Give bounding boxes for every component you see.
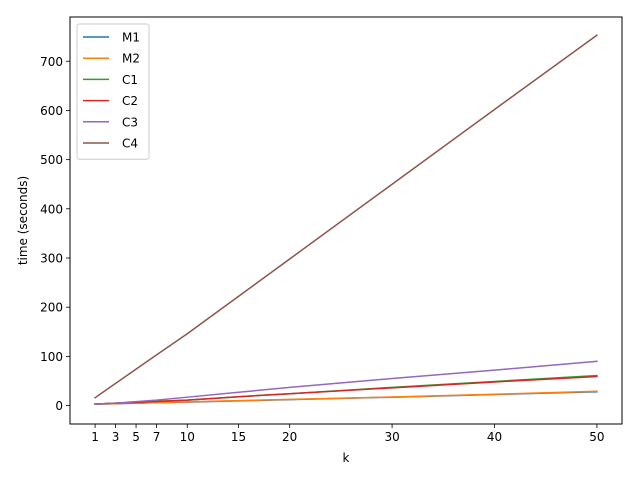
- y-tick-label: 400: [40, 202, 63, 216]
- x-tick-label: 20: [282, 430, 297, 444]
- x-tick-label: 50: [589, 430, 604, 444]
- series-layer: [94, 34, 598, 405]
- y-axis: 0 100 200 300 400 500 600 700: [40, 55, 70, 413]
- x-axis: 1 3 5 7 10 15 20 30 40 50: [91, 424, 605, 444]
- x-tick-label: 10: [180, 430, 195, 444]
- x-axis-label: k: [343, 451, 350, 465]
- x-tick-label: 40: [487, 430, 502, 444]
- y-axis-label: time (seconds): [16, 176, 30, 265]
- y-tick-label: 500: [40, 153, 63, 167]
- legend-label-c1: C1: [122, 73, 138, 87]
- series-line-c3: [94, 360, 598, 405]
- y-tick-label: 700: [40, 55, 63, 69]
- y-tick-label: 200: [40, 301, 63, 315]
- series-line-c4: [94, 34, 598, 399]
- x-tick-label: 3: [112, 430, 120, 444]
- y-tick-label: 0: [55, 399, 63, 413]
- x-tick-label: 15: [231, 430, 246, 444]
- legend-label-m2: M2: [122, 52, 140, 66]
- legend-label-c2: C2: [122, 94, 138, 108]
- x-tick-label: 1: [91, 430, 99, 444]
- legend-label-m1: M1: [122, 31, 140, 45]
- x-tick-label: 5: [132, 430, 140, 444]
- x-tick-label: 7: [153, 430, 161, 444]
- legend-label-c3: C3: [122, 115, 138, 129]
- y-tick-label: 300: [40, 252, 63, 266]
- plot-frame: [69, 16, 623, 425]
- legend-label-c4: C4: [122, 137, 138, 151]
- y-tick-label: 100: [40, 350, 63, 364]
- legend: M1 M2 C1 C2 C3 C4: [76, 23, 150, 160]
- y-tick-label: 600: [40, 104, 63, 118]
- x-tick-label: 30: [384, 430, 399, 444]
